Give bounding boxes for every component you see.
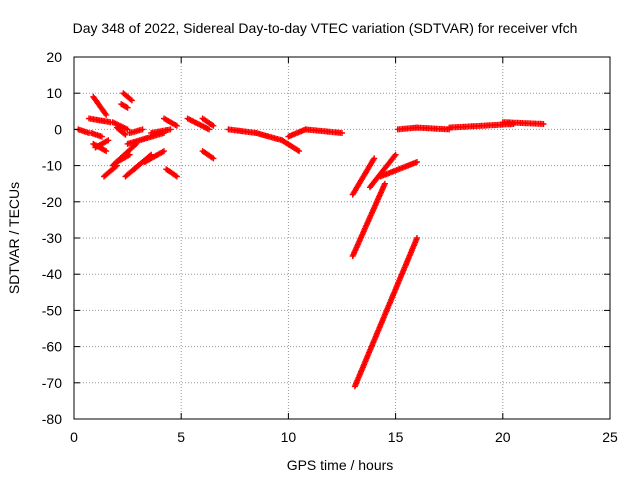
data-point	[127, 96, 134, 103]
data-point	[414, 159, 420, 165]
data-point	[414, 235, 420, 241]
y-tick-label: 10	[46, 85, 62, 101]
y-tick-label: 20	[46, 49, 62, 65]
x-tick-label: 0	[70, 429, 78, 445]
data-point	[371, 155, 378, 162]
data-point	[173, 122, 180, 129]
x-tick-label: 20	[495, 429, 511, 445]
data-point	[210, 122, 217, 129]
data-point	[392, 151, 399, 158]
data-layer	[75, 90, 547, 390]
data-point	[540, 121, 547, 127]
data-point	[122, 131, 129, 138]
y-tick-label: -40	[42, 266, 62, 282]
x-tick-label: 25	[602, 429, 618, 445]
data-point	[167, 126, 174, 133]
y-tick-label: -10	[42, 158, 62, 174]
grid-lines	[74, 57, 610, 419]
y-tick-label: -60	[42, 339, 62, 355]
data-point	[339, 130, 345, 136]
tick-layer: 0 5 10 15 20 25 -80 -70 -60 -50 -40 -30 -20 -10 0 10 20	[42, 49, 618, 445]
data-point	[105, 137, 112, 144]
data-point	[124, 126, 131, 133]
data-point	[103, 148, 110, 155]
x-tick-label: 10	[281, 429, 297, 445]
data-point	[296, 148, 303, 155]
y-tick-label: -80	[42, 411, 62, 427]
data-point	[172, 172, 179, 179]
y-tick-label: -30	[42, 230, 62, 246]
data-point	[98, 133, 105, 140]
y-tick-label: -20	[42, 194, 62, 210]
x-tick-label: 15	[388, 429, 404, 445]
data-point	[161, 148, 167, 155]
x-axis-label: GPS time / hours	[287, 457, 394, 473]
y-tick-label: -50	[42, 302, 62, 318]
y-axis-label: SDTVAR / TECUs	[6, 182, 22, 294]
data-point	[124, 104, 131, 111]
data-point	[103, 111, 110, 118]
data-point	[173, 173, 180, 180]
data-point	[210, 155, 217, 162]
x-tick-label: 5	[177, 429, 185, 445]
y-tick-label: -70	[42, 375, 62, 391]
data-point	[139, 126, 146, 133]
data-point	[206, 126, 213, 133]
data-point	[128, 97, 135, 104]
chart-title: Day 348 of 2022, Sidereal Day-to-day VTE…	[73, 20, 578, 36]
data-point	[381, 180, 388, 187]
y-tick-label: 0	[54, 121, 62, 137]
